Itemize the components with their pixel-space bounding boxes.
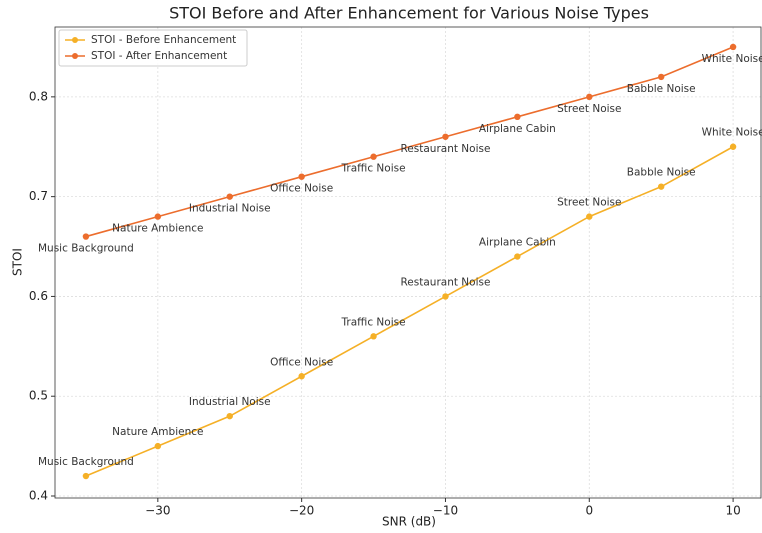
point-annotation: Street Noise	[557, 103, 621, 115]
data-point	[298, 173, 305, 180]
y-tick-label: 0.6	[29, 289, 48, 303]
data-point	[657, 73, 665, 81]
point-annotation: Street Noise	[557, 197, 621, 209]
point-annotation: Restaurant Noise	[400, 143, 490, 155]
data-point	[442, 133, 449, 140]
data-point	[82, 472, 90, 480]
point-annotation: Babble Noise	[627, 83, 696, 95]
y-tick-label: 0.8	[29, 89, 48, 103]
data-point	[226, 412, 233, 420]
point-annotation: Office Noise	[270, 183, 333, 195]
legend-label: STOI - After Enhancement	[91, 50, 227, 62]
point-annotation: Restaurant Noise	[400, 276, 490, 288]
point-annotation: Traffic Noise	[341, 163, 406, 175]
data-point	[729, 143, 737, 150]
point-annotation: Babble Noise	[627, 167, 696, 179]
point-annotation: Music Background	[38, 243, 134, 255]
data-point	[514, 113, 521, 121]
x-tick-label: 0	[585, 504, 593, 518]
x-axis-label: SNR (dB)	[382, 515, 436, 529]
series-line	[85, 46, 734, 238]
series-line	[85, 146, 734, 477]
data-point	[298, 373, 305, 380]
point-annotation: Airplane Cabin	[479, 123, 556, 135]
data-point	[82, 233, 90, 240]
data-point	[154, 213, 162, 220]
x-tick-label: −20	[289, 504, 314, 518]
legend-marker	[72, 37, 78, 43]
point-annotation: White Noise	[702, 127, 762, 139]
legend-marker	[72, 53, 78, 59]
point-annotation: Industrial Noise	[189, 396, 271, 408]
data-point	[154, 442, 162, 450]
point-annotation: White Noise	[702, 53, 762, 65]
point-annotation: Office Noise	[270, 356, 333, 368]
data-point	[226, 193, 233, 200]
legend-box	[58, 29, 248, 67]
point-annotation: Traffic Noise	[341, 316, 406, 328]
y-tick-label: 0.5	[29, 389, 48, 403]
point-annotation: Nature Ambience	[112, 426, 203, 438]
legend-label: STOI - Before Enhancement	[91, 34, 236, 46]
data-point	[514, 253, 521, 260]
plot-frame	[54, 26, 762, 499]
y-tick-label: 0.4	[29, 489, 48, 503]
data-point	[729, 43, 737, 51]
point-annotation: Nature Ambience	[112, 223, 203, 235]
point-annotation: Industrial Noise	[189, 203, 271, 215]
chart-title: STOI Before and After Enhancement for Va…	[169, 4, 649, 23]
x-tick-label: 10	[725, 504, 740, 518]
point-annotation: Airplane Cabin	[479, 237, 556, 249]
y-tick-label: 0.7	[29, 189, 48, 203]
data-point	[657, 183, 665, 190]
data-point	[370, 333, 377, 340]
point-annotation: Music Background	[38, 456, 134, 468]
data-point	[442, 293, 449, 300]
x-tick-label: −30	[145, 504, 170, 518]
data-point	[586, 213, 593, 220]
data-point	[586, 93, 593, 101]
x-tick-label: −10	[433, 504, 458, 518]
y-axis-label: STOI	[11, 248, 25, 276]
data-point	[370, 153, 377, 160]
